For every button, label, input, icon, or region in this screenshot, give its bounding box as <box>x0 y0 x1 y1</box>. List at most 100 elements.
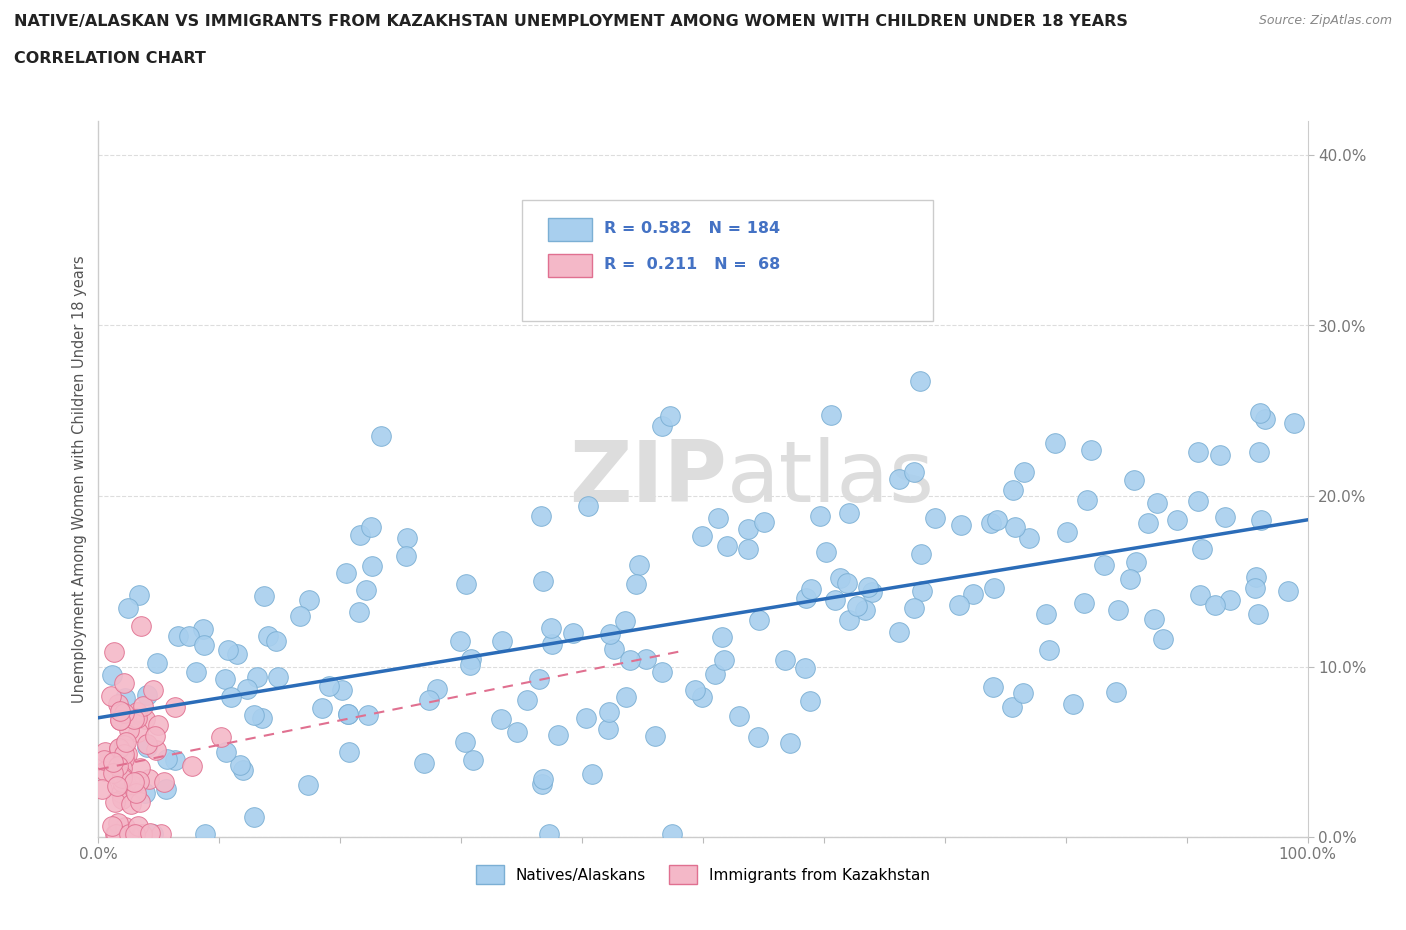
Point <box>626 577 648 591</box>
Point <box>962 587 984 602</box>
Point <box>1146 495 1168 510</box>
Point <box>683 683 706 698</box>
Point <box>250 711 273 725</box>
Point <box>547 727 569 742</box>
Point <box>236 681 259 696</box>
Point <box>713 652 735 667</box>
Point <box>394 549 416 564</box>
Point <box>516 693 538 708</box>
Point <box>541 636 564 651</box>
Text: Source: ZipAtlas.com: Source: ZipAtlas.com <box>1258 14 1392 27</box>
Point <box>349 527 371 542</box>
Point <box>156 751 179 766</box>
Point <box>707 511 730 525</box>
Point <box>193 638 215 653</box>
Point <box>152 775 174 790</box>
Point <box>336 707 359 722</box>
Point <box>858 579 880 594</box>
Point <box>143 729 166 744</box>
Point <box>889 472 911 486</box>
Point <box>1107 603 1129 618</box>
Point <box>1243 581 1265 596</box>
Point <box>108 712 131 727</box>
Point <box>779 736 801 751</box>
Point <box>889 625 911 640</box>
Point <box>243 810 266 825</box>
Point <box>613 614 636 629</box>
Point <box>562 625 585 640</box>
Point <box>107 741 129 756</box>
Point <box>412 756 434 771</box>
Point <box>103 766 125 781</box>
Point <box>727 709 749 724</box>
Point <box>330 683 353 698</box>
Point <box>103 644 125 659</box>
Text: NATIVE/ALASKAN VS IMMIGRANTS FROM KAZAKHSTAN UNEMPLOYMENT AMONG WOMEN WITH CHILD: NATIVE/ALASKAN VS IMMIGRANTS FROM KAZAKH… <box>14 14 1128 29</box>
Point <box>1187 445 1209 459</box>
Point <box>598 722 620 737</box>
Point <box>93 764 115 778</box>
Point <box>1191 541 1213 556</box>
Point <box>983 580 1005 595</box>
Point <box>950 518 973 533</box>
Point <box>460 658 482 672</box>
Point <box>820 407 842 422</box>
Point <box>1012 465 1035 480</box>
Point <box>1166 512 1188 527</box>
Point <box>108 712 131 727</box>
Point <box>598 705 620 720</box>
Point <box>716 538 738 553</box>
Point <box>846 598 869 613</box>
Point <box>360 559 382 574</box>
Point <box>527 671 550 686</box>
Text: ZIP: ZIP <box>569 437 727 521</box>
Point <box>131 698 153 713</box>
Point <box>838 613 860 628</box>
Point <box>1118 572 1140 587</box>
Point <box>910 547 932 562</box>
Point <box>134 711 156 726</box>
Point <box>127 711 149 725</box>
Point <box>690 528 713 543</box>
Point <box>163 700 186 715</box>
Point <box>651 665 673 680</box>
Point <box>215 745 238 760</box>
Point <box>128 588 150 603</box>
Point <box>112 675 135 690</box>
Point <box>110 826 132 841</box>
Point <box>111 771 134 786</box>
FancyBboxPatch shape <box>548 254 592 277</box>
Point <box>142 683 165 698</box>
Point <box>232 763 254 777</box>
Point <box>124 785 146 800</box>
Point <box>112 751 135 766</box>
Point <box>354 582 377 597</box>
Point <box>318 679 340 694</box>
Point <box>748 613 770 628</box>
Point <box>1143 612 1166 627</box>
Point <box>110 760 132 775</box>
Point <box>603 642 626 657</box>
Point <box>619 652 641 667</box>
Point <box>537 826 560 841</box>
Point <box>209 730 232 745</box>
Point <box>1062 697 1084 711</box>
Point <box>246 670 269 684</box>
Point <box>575 711 598 725</box>
Point <box>703 667 725 682</box>
Point <box>1076 493 1098 508</box>
Point <box>214 672 236 687</box>
Point <box>124 826 146 841</box>
Point <box>418 692 440 707</box>
Point <box>111 791 134 806</box>
Point <box>122 826 145 841</box>
Point <box>107 758 129 773</box>
Point <box>860 584 883 599</box>
Point <box>540 620 562 635</box>
Point <box>107 697 129 711</box>
Point <box>264 633 287 648</box>
Point <box>229 758 252 773</box>
Point <box>91 781 114 796</box>
Point <box>155 781 177 796</box>
Point <box>219 689 242 704</box>
